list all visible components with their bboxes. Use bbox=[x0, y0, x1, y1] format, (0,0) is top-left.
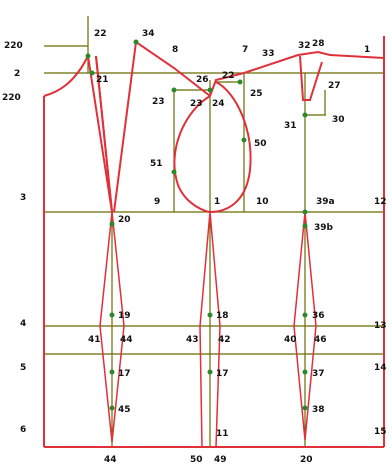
point-39b bbox=[302, 223, 308, 229]
outline-dart-20 bbox=[293, 211, 317, 441]
label-bottom-44: 44 bbox=[104, 455, 117, 464]
label-22: 22 bbox=[94, 29, 107, 39]
label-13: 13 bbox=[374, 321, 387, 331]
pattern-outline bbox=[43, 36, 385, 448]
point-17a bbox=[109, 369, 115, 375]
point-36 bbox=[302, 312, 308, 318]
point-38 bbox=[302, 405, 308, 411]
point-22 bbox=[85, 53, 91, 59]
label-39a: 39a bbox=[316, 197, 335, 207]
label-1: 1 bbox=[364, 45, 370, 55]
label-11: 11 bbox=[216, 429, 229, 439]
label-26: 26 bbox=[196, 75, 209, 85]
label-25: 25 bbox=[250, 89, 263, 99]
label-22b: 22 bbox=[222, 71, 235, 81]
label-27: 27 bbox=[328, 81, 341, 91]
label-23a: 23 bbox=[152, 97, 165, 107]
label-17a: 17 bbox=[118, 369, 131, 379]
label-4: 4 bbox=[20, 319, 26, 329]
label-21: 21 bbox=[96, 75, 109, 85]
outline-dart-50 bbox=[199, 211, 221, 448]
label-31: 31 bbox=[284, 121, 297, 131]
outline-dart-31 bbox=[299, 55, 323, 101]
label-44: 44 bbox=[120, 335, 133, 345]
point-39a bbox=[302, 209, 308, 215]
label-33: 33 bbox=[262, 49, 275, 59]
point-31 bbox=[302, 112, 308, 118]
label-220b: 220 bbox=[2, 93, 21, 103]
label-51: 51 bbox=[150, 159, 163, 169]
label-43: 43 bbox=[186, 335, 199, 345]
point-21 bbox=[89, 70, 95, 76]
point-18 bbox=[207, 312, 213, 318]
label-10: 10 bbox=[256, 197, 269, 207]
label-1b: 1 bbox=[214, 197, 220, 207]
label-7: 7 bbox=[242, 45, 248, 55]
label-36: 36 bbox=[312, 311, 325, 321]
label-6: 6 bbox=[20, 425, 26, 435]
label-18: 18 bbox=[216, 311, 229, 321]
outline-dart-44 bbox=[99, 211, 125, 443]
label-bottom-49: 49 bbox=[214, 455, 227, 464]
outline-neck-curve bbox=[43, 55, 89, 97]
label-220a: 220 bbox=[4, 41, 23, 51]
outline-shoulder-right bbox=[209, 50, 385, 97]
label-42: 42 bbox=[218, 335, 231, 345]
label-37: 37 bbox=[312, 369, 325, 379]
point-50 bbox=[241, 137, 247, 143]
label-20: 20 bbox=[118, 215, 131, 225]
point-25 bbox=[237, 79, 243, 85]
label-17b: 17 bbox=[216, 369, 229, 379]
label-3: 3 bbox=[20, 193, 26, 203]
label-9: 9 bbox=[154, 197, 160, 207]
label-19: 19 bbox=[118, 311, 131, 321]
point-20 bbox=[109, 221, 115, 227]
point-45 bbox=[109, 405, 115, 411]
point-51 bbox=[171, 169, 177, 175]
label-24: 24 bbox=[212, 99, 225, 109]
label-40: 40 bbox=[284, 335, 297, 345]
point-37 bbox=[302, 369, 308, 375]
point-labels: 220 2 220 22 21 34 8 7 33 32 28 1 26 22 … bbox=[2, 29, 387, 464]
label-12: 12 bbox=[374, 197, 387, 207]
outline-shoulder-34 bbox=[113, 40, 211, 213]
point-17b bbox=[207, 369, 213, 375]
label-30: 30 bbox=[332, 115, 345, 125]
label-23b: 23 bbox=[190, 99, 203, 109]
label-39b: 39b bbox=[314, 223, 334, 233]
point-24 bbox=[207, 87, 213, 93]
label-50: 50 bbox=[254, 139, 267, 149]
label-5: 5 bbox=[20, 363, 26, 373]
construction-points bbox=[85, 39, 308, 411]
label-28: 28 bbox=[312, 39, 325, 49]
label-38: 38 bbox=[312, 405, 325, 415]
label-15: 15 bbox=[374, 427, 387, 437]
label-8: 8 bbox=[172, 45, 178, 55]
label-41: 41 bbox=[88, 335, 101, 345]
label-bottom-50: 50 bbox=[190, 455, 203, 464]
label-46: 46 bbox=[314, 335, 327, 345]
point-34 bbox=[133, 39, 139, 45]
label-bottom-20: 20 bbox=[300, 455, 313, 464]
outline-dart-22-right bbox=[95, 55, 113, 213]
point-23 bbox=[171, 87, 177, 93]
label-45: 45 bbox=[118, 405, 131, 415]
point-19 bbox=[109, 312, 115, 318]
label-14: 14 bbox=[374, 363, 387, 373]
label-2: 2 bbox=[14, 69, 20, 79]
label-34: 34 bbox=[142, 29, 155, 39]
label-32: 32 bbox=[298, 41, 311, 51]
